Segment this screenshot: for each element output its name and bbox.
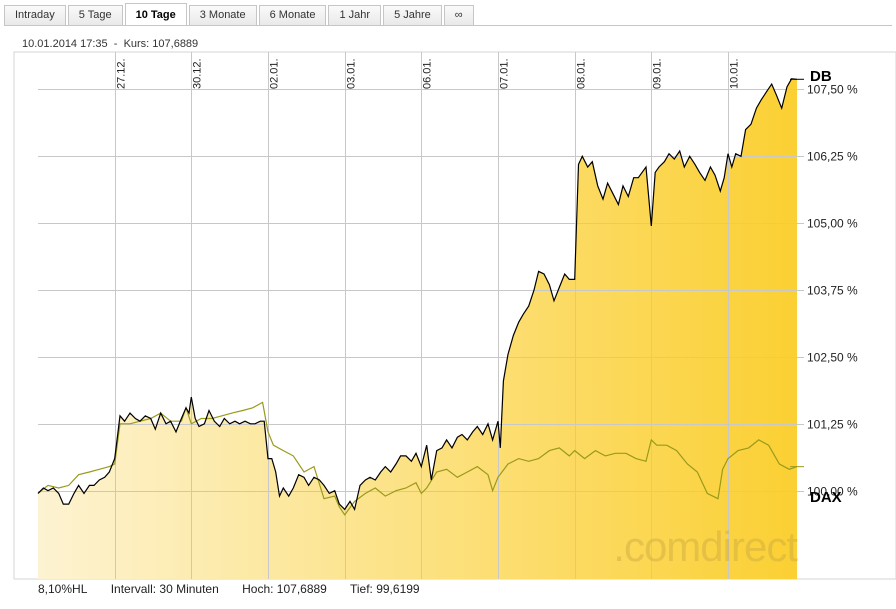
info-separator: - [113, 38, 118, 50]
x-tick-label: 10.01. [729, 58, 741, 89]
x-tick-label: 07.01. [499, 58, 511, 89]
db-series-line [37, 78, 798, 512]
db-area-fill [38, 78, 797, 580]
quote-price: Kurs: 107,6889 [123, 38, 199, 50]
tab-bar-underline [4, 25, 892, 26]
y-tick-label: 102,50 % [807, 351, 858, 365]
tab-3[interactable]: 3 Monate [188, 5, 257, 25]
tab-5[interactable]: 1 Jahr [328, 5, 382, 25]
x-tick-labels: 27.12. 30.12. 02.01. 03.01. 06.01. 07.01. 08.0… [116, 58, 741, 89]
footer-high: Hoch: 107,6889 [242, 582, 327, 596]
dax-series-line [37, 401, 798, 516]
x-tick-label: 06.01. [422, 58, 434, 89]
tab-0[interactable]: Intraday [4, 5, 66, 25]
y-tick-labels: 100,00 % 101,25 % 102,50 % 103,75 % 105,00 %… [807, 83, 858, 499]
y-tick-label: 105,00 % [807, 217, 858, 231]
y-tick-label: 107,50 % [807, 83, 858, 97]
dax-series-label: DAX [810, 489, 842, 506]
tab-4[interactable]: 6 Monate [258, 5, 327, 25]
db-series-label: DB [810, 68, 832, 85]
y-tick-label: 100,00 % [807, 485, 858, 499]
x-tick-label: 27.12. [116, 58, 128, 89]
y-tick-label: 103,75 % [807, 284, 858, 298]
x-tick-label: 30.12. [192, 58, 204, 89]
footer-interval: Intervall: 30 Minuten [110, 582, 219, 596]
tab-1[interactable]: 5 Tage [67, 5, 123, 25]
x-tick-label: 03.01. [346, 58, 358, 89]
footer-hl: 8,10%HL [38, 582, 88, 596]
range-tab-bar: Intraday 5 Tage 10 Tage 3 Monate 6 Monate 1 J… [4, 3, 476, 25]
y-tick-label: 101,25 % [807, 418, 858, 432]
x-tick-label: 09.01. [652, 58, 664, 89]
tab-7[interactable]: ∞ [443, 5, 474, 25]
comdirect-watermark: .comdirect [613, 523, 798, 570]
x-tick-label: 08.01. [576, 58, 588, 89]
series-end-markers [790, 78, 804, 468]
chart-footer: 8,10%HL Intervall: 30 Minuten Hoch: 107,… [38, 582, 440, 596]
footer-low: Tief: 99,6199 [349, 582, 420, 596]
quote-datetime: 10.01.2014 17:35 [22, 38, 108, 50]
y-tick-label: 106,25 % [807, 150, 858, 164]
vertical-gridlines [115, 52, 729, 579]
tab-6[interactable]: 5 Jahre [383, 5, 442, 25]
x-tick-label: 02.01. [269, 58, 281, 89]
tab-2[interactable]: 10 Tage [124, 3, 187, 25]
quote-info: 10.01.2014 17:35 - Kurs: 107,6889 [22, 38, 198, 50]
